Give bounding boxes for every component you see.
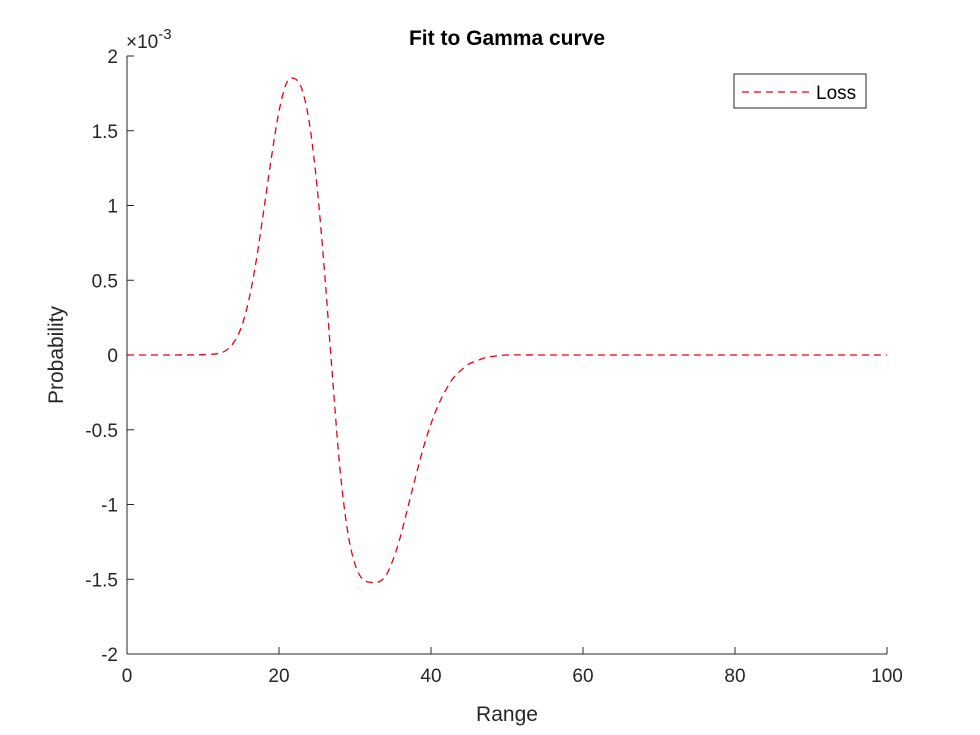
y-tick-label: 0 [107, 346, 118, 367]
legend: Loss [733, 73, 867, 109]
y-axis-ticks: -2 -1.5 -1 -0.5 0 0.5 1 1.5 2 [85, 47, 134, 666]
y-tick-label: 0.5 [92, 271, 118, 292]
x-tick-label: 40 [420, 666, 441, 687]
chart-title: Fit to Gamma curve [409, 27, 605, 50]
series-line-loss [126, 77, 887, 584]
y-tick-label: -0.5 [85, 421, 118, 442]
y-axis-exponent-mantissa: ×10 [126, 32, 158, 53]
x-tick-label: 60 [572, 666, 593, 687]
series-layer [126, 77, 887, 584]
x-tick-label: 80 [724, 666, 745, 687]
y-tick-label: -1 [101, 496, 118, 517]
axes-box [126, 56, 887, 655]
legend-box [733, 73, 867, 109]
y-tick-label: -2 [101, 645, 118, 666]
y-tick-label: 2 [107, 47, 118, 68]
x-tick-label: 20 [268, 666, 289, 687]
legend-label-loss: Loss [816, 83, 856, 104]
y-tick-label: 1 [107, 197, 118, 218]
y-axis-label: Probability [45, 305, 68, 404]
x-axis-ticks: 0 20 40 60 80 100 [122, 647, 903, 687]
y-tick-label: -1.5 [85, 570, 118, 591]
y-axis-exponent-power: -3 [158, 26, 171, 43]
y-tick-label: 1.5 [92, 122, 118, 143]
x-tick-label: 0 [122, 666, 133, 687]
y-axis-exponent: ×10-3 [126, 26, 172, 53]
x-axis-label: Range [476, 703, 538, 726]
x-tick-label: 100 [871, 666, 903, 687]
